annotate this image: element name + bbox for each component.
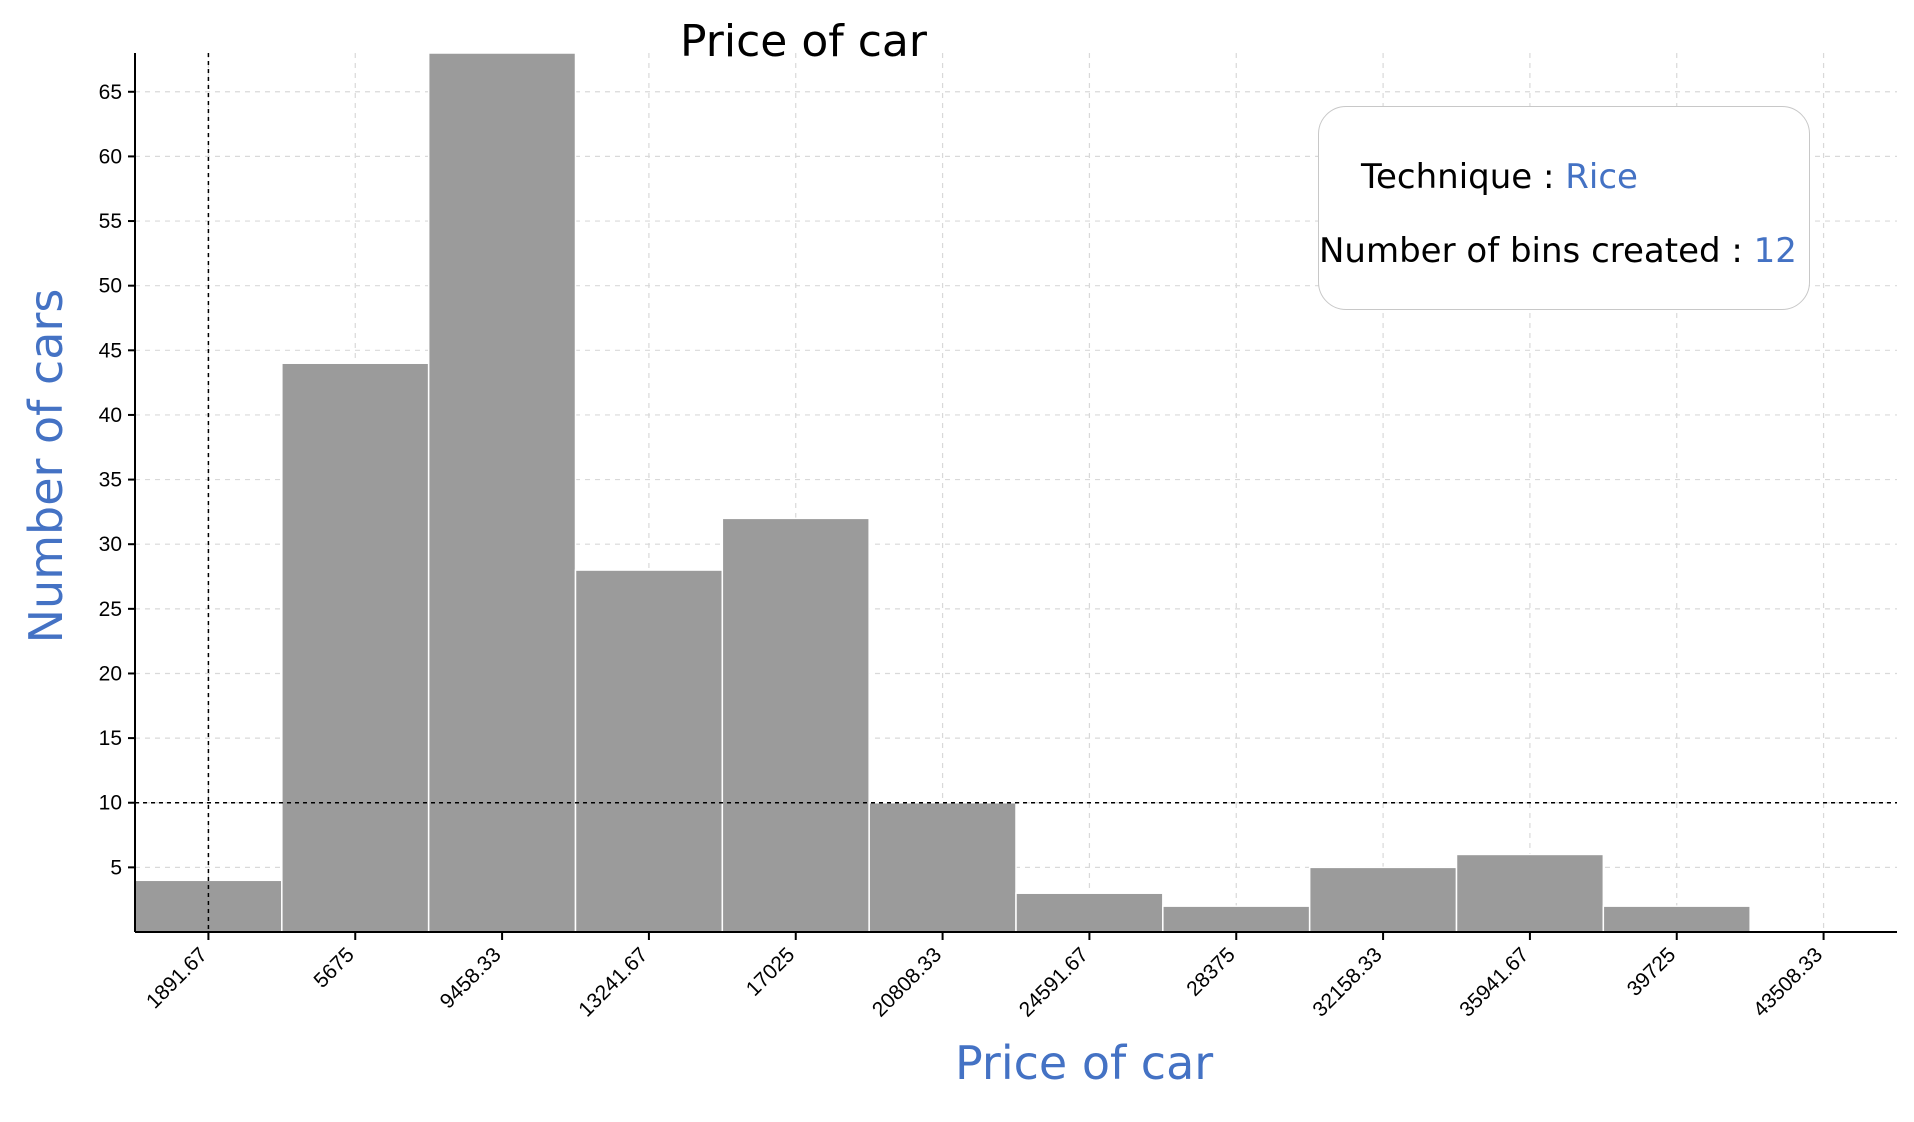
y-tick-label: 5 bbox=[110, 856, 122, 879]
histogram-bar bbox=[1015, 892, 1164, 933]
y-tick-label: 55 bbox=[99, 210, 122, 233]
histogram-bar bbox=[1455, 853, 1605, 933]
histogram-bar bbox=[1602, 905, 1751, 933]
y-tick-label: 65 bbox=[99, 81, 122, 104]
info-box: Technique : Rice Number of bins created … bbox=[1318, 106, 1810, 310]
x-tick-label: 17025 bbox=[742, 943, 800, 1001]
histogram-bar bbox=[574, 569, 724, 933]
y-tick-label: 15 bbox=[99, 727, 122, 750]
y-tick-label: 60 bbox=[99, 145, 122, 168]
x-tick-label: 5675 bbox=[309, 943, 358, 992]
chart-title: Price of car bbox=[680, 16, 927, 67]
x-tick-label: 13241.67 bbox=[574, 943, 652, 1021]
x-tick-label: 28375 bbox=[1182, 943, 1240, 1001]
technique-label: Technique : bbox=[1361, 157, 1555, 197]
x-tick-label: 32158.33 bbox=[1308, 943, 1386, 1021]
y-tick-label: 40 bbox=[99, 404, 122, 427]
y-tick-label: 10 bbox=[99, 792, 122, 815]
y-tick-label: 30 bbox=[99, 533, 122, 556]
histogram-bar bbox=[281, 362, 430, 933]
histogram-bar bbox=[1162, 905, 1311, 933]
y-tick-label: 35 bbox=[99, 469, 122, 492]
histogram-bar bbox=[721, 517, 870, 933]
x-tick-label: 24591.67 bbox=[1015, 943, 1093, 1021]
y-tick-label: 20 bbox=[99, 662, 122, 685]
y-tick-label: 45 bbox=[99, 339, 122, 362]
bins-row: Number of bins created : 12 bbox=[1319, 231, 1797, 271]
bins-label: Number of bins created : bbox=[1319, 231, 1743, 271]
x-tick-label: 39725 bbox=[1623, 943, 1681, 1001]
x-tick-label: 9458.33 bbox=[436, 943, 506, 1013]
x-tick-label: 20808.33 bbox=[868, 943, 946, 1021]
bins-value: 12 bbox=[1753, 231, 1797, 271]
technique-value: Rice bbox=[1565, 157, 1638, 197]
histogram-bar bbox=[868, 801, 1017, 933]
histogram-bar bbox=[1308, 866, 1458, 933]
x-tick-label: 35941.67 bbox=[1455, 943, 1533, 1021]
y-tick-label: 50 bbox=[99, 275, 122, 298]
technique-row: Technique : Rice bbox=[1361, 157, 1638, 197]
x-axis-label: Price of car bbox=[955, 1036, 1214, 1090]
y-tick-label: 25 bbox=[99, 598, 122, 621]
x-tick-label: 1891.67 bbox=[142, 943, 212, 1013]
histogram-bar bbox=[427, 52, 577, 933]
x-tick-label: 43508.33 bbox=[1749, 943, 1827, 1021]
y-axis-label: Number of cars bbox=[19, 288, 73, 644]
